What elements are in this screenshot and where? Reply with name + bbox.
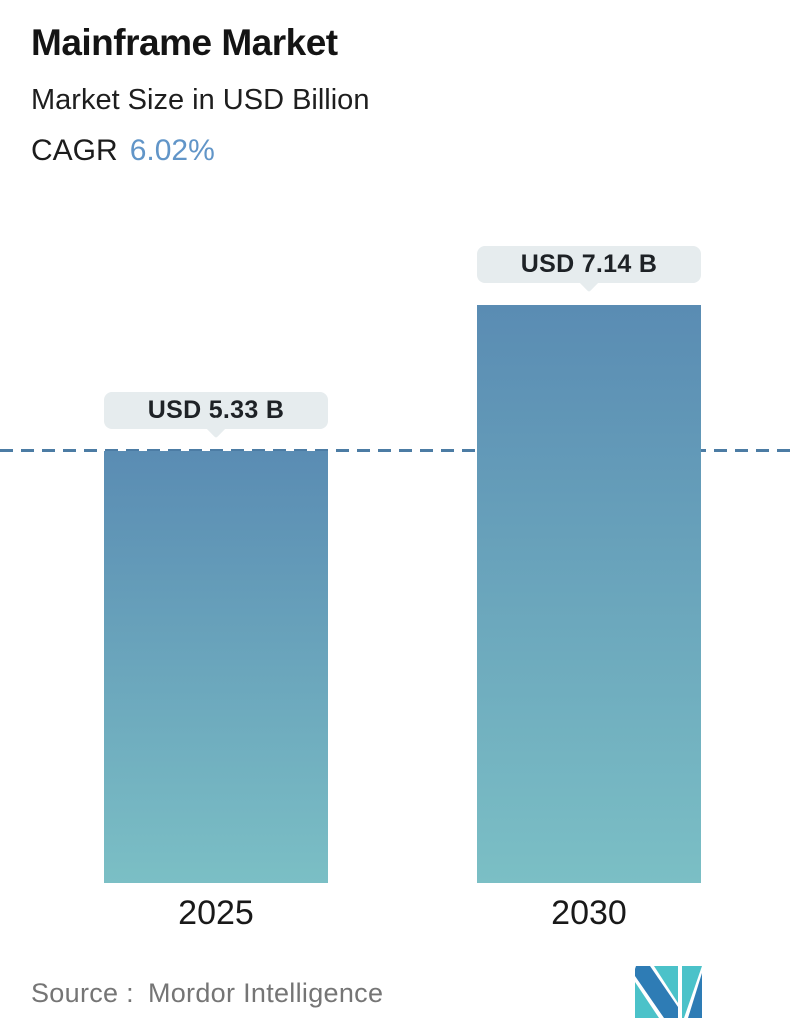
x-axis-label-2025: 2025 <box>178 894 254 932</box>
x-axis-label-2030: 2030 <box>551 894 627 932</box>
source-label: Source : <box>31 978 134 1008</box>
mordor-intelligence-logo-icon <box>635 966 702 1018</box>
source-attribution: Source : Mordor Intelligence <box>31 978 383 1009</box>
chart-subtitle: Market Size in USD Billion <box>31 84 370 116</box>
bar-2025 <box>104 451 328 883</box>
cagr-label: CAGR <box>31 134 118 167</box>
value-label-2025: USD 5.33 B <box>104 392 328 439</box>
cagr-row: CAGR 6.02% <box>31 134 215 168</box>
page-title: Mainframe Market <box>31 22 338 63</box>
source-value: Mordor Intelligence <box>147 978 384 1008</box>
cagr-value: 6.02% <box>129 134 215 167</box>
value-label-2030: USD 7.14 B <box>477 245 701 292</box>
bar-2030 <box>477 304 701 883</box>
reference-dashed-line <box>0 449 796 453</box>
